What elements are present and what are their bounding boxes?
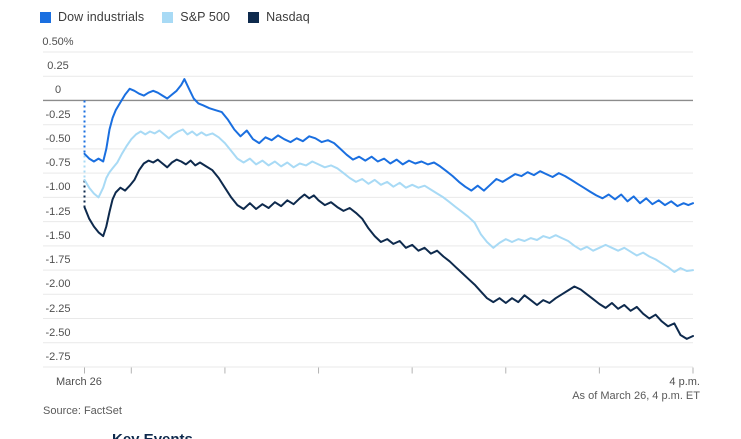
y-axis-label: -2.00	[45, 278, 71, 291]
y-axis-label: -0.75	[45, 157, 71, 170]
y-axis-label: -2.50	[45, 326, 71, 339]
legend-item-dow: Dow industrials	[40, 10, 144, 24]
series-line-s-p-500	[83, 128, 694, 273]
y-axis-label: -2.25	[45, 302, 71, 315]
y-axis-label: -1.25	[45, 205, 71, 218]
x-axis-start-label: March 26	[56, 376, 102, 388]
y-axis-label: -2.75	[45, 350, 71, 363]
y-axis-label: -1.75	[45, 254, 71, 267]
y-axis-label: -1.00	[45, 181, 71, 194]
chart-legend: Dow industrials S&P 500 Nasdaq	[40, 10, 310, 24]
series-line-dow-industrials	[83, 78, 694, 208]
y-axis-label: -0.25	[45, 108, 71, 121]
y-axis-label: -1.50	[45, 229, 71, 242]
legend-swatch-nasdaq-icon	[248, 11, 260, 23]
legend-swatch-dow-icon	[40, 11, 51, 23]
x-axis-end-label: 4 p.m.	[669, 376, 700, 388]
source-attribution: Source: FactSet	[43, 405, 122, 417]
y-axis-label: 0.50%	[42, 36, 74, 48]
legend-item-nasdaq: Nasdaq	[248, 10, 310, 24]
y-axis-label: -0.50	[45, 132, 71, 145]
legend-label-nasdaq: Nasdaq	[266, 10, 310, 24]
cutoff-section-heading: Key Events	[112, 431, 193, 439]
y-axis-label: 0	[54, 84, 62, 97]
legend-swatch-sp500-icon	[162, 11, 174, 23]
legend-item-sp500: S&P 500	[162, 10, 230, 24]
legend-label-sp500: S&P 500	[180, 10, 231, 24]
as-of-timestamp: As of March 26, 4 p.m. ET	[572, 390, 700, 402]
series-line-nasdaq	[83, 158, 694, 340]
y-axis-label: 0.25	[47, 60, 69, 73]
legend-label-dow: Dow industrials	[58, 10, 145, 24]
